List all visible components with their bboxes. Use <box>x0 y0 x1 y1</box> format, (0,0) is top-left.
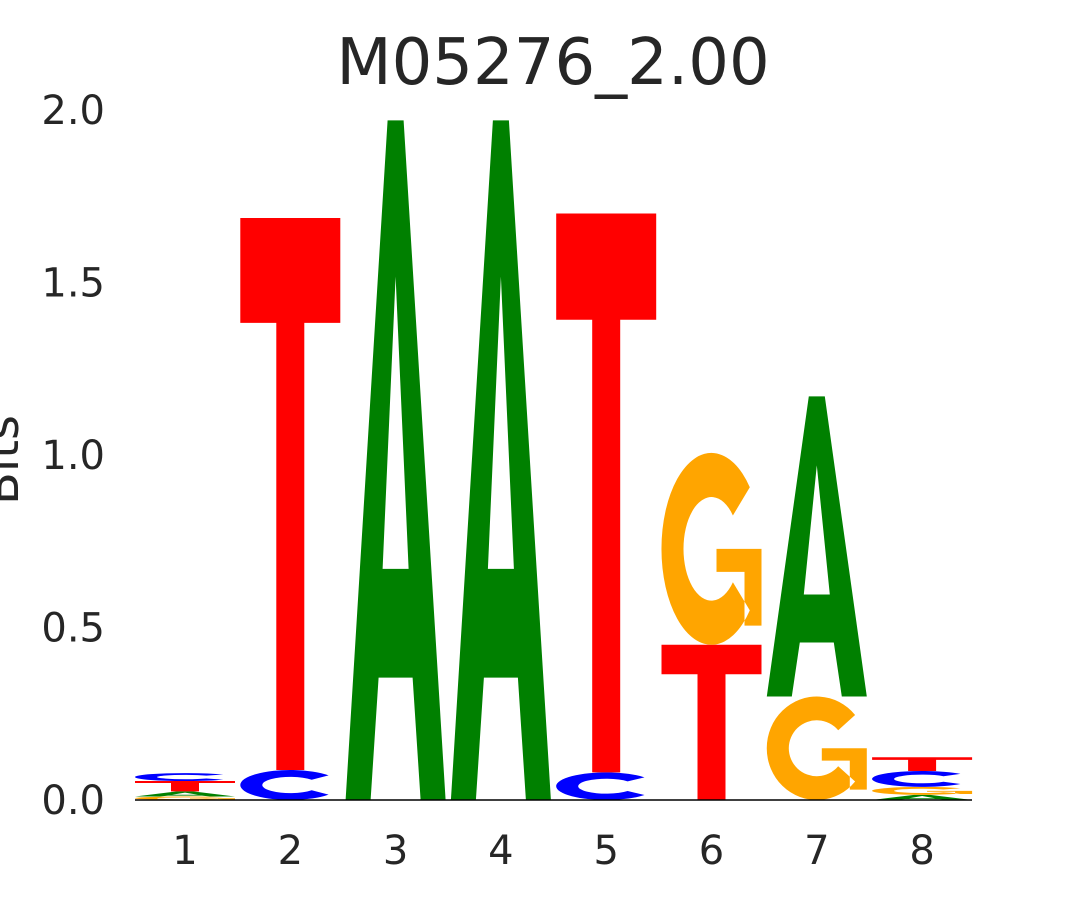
logo-letter-G <box>872 786 973 795</box>
y-axis-label: Bits <box>0 415 30 505</box>
x-tick-label: 3 <box>383 828 408 874</box>
chart-title: M05276_2.00 <box>336 26 769 100</box>
logo-letter-A <box>345 120 446 801</box>
logo-letter-A <box>872 794 973 800</box>
y-tick-label: 0.5 <box>41 606 105 652</box>
x-tick-label: 7 <box>804 828 829 874</box>
x-tick-label: 6 <box>699 828 724 874</box>
logo-letter-C <box>240 769 329 800</box>
y-tick-label: 1.0 <box>41 433 105 479</box>
y-tick-label: 2.0 <box>41 88 105 134</box>
x-tick-label: 5 <box>593 828 618 874</box>
logo-letter-A <box>450 120 551 801</box>
logo-letter-A <box>135 791 235 797</box>
logo-letter-C <box>556 772 645 800</box>
logo-letter-A <box>766 396 867 697</box>
logo-letter-G <box>766 696 867 800</box>
logo-letter-C <box>872 771 961 787</box>
x-tick-label: 1 <box>172 828 197 874</box>
logo-letter-T <box>872 757 973 772</box>
logo-letter-T <box>556 213 657 773</box>
x-tick-label: 2 <box>278 828 303 874</box>
logo-letter-G <box>134 796 235 800</box>
x-tick-label: 4 <box>488 828 513 874</box>
y-tick-label: 1.5 <box>41 261 105 307</box>
logo-letter-T <box>135 781 235 792</box>
x-tick-label: 8 <box>909 828 934 874</box>
logo-letter-T <box>661 644 762 800</box>
logo-letter-G <box>661 452 762 645</box>
logo-letter-C <box>134 773 224 782</box>
y-tick-label: 0.0 <box>41 778 105 824</box>
logo-letter-T <box>240 217 341 770</box>
